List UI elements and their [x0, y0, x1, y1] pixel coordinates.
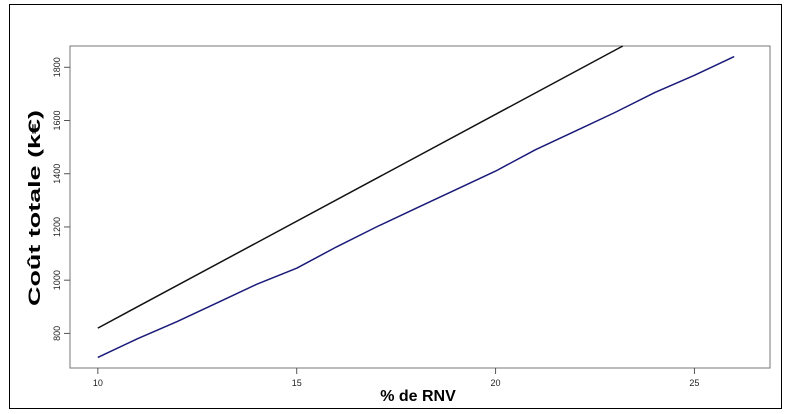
y-axis-title: Coût totale (k€): [25, 110, 44, 306]
y-tick-label: 800: [52, 326, 62, 341]
y-tick-label: 1200: [52, 217, 62, 237]
chart-frame: [9, 4, 782, 409]
y-tick-label: 1000: [52, 270, 62, 290]
y-tick-label: 1400: [52, 164, 62, 184]
y-tick-label: 1600: [52, 110, 62, 130]
y-tick-label: 1800: [52, 57, 62, 77]
series-line-2: [97, 55, 735, 359]
plot-box: [69, 45, 771, 369]
x-tick-label: 25: [689, 378, 699, 388]
x-tick-label: 15: [292, 378, 302, 388]
series-line-1: [97, 45, 624, 329]
x-tick-label: 10: [93, 378, 103, 388]
x-tick-label: 20: [491, 378, 501, 388]
y-axis: 800 1000 1200 1400 1600 1800: [52, 57, 70, 341]
series-layer: [97, 45, 735, 359]
x-axis-title: % de RNV: [380, 388, 456, 405]
x-axis: 10 15 20 25: [93, 368, 699, 388]
